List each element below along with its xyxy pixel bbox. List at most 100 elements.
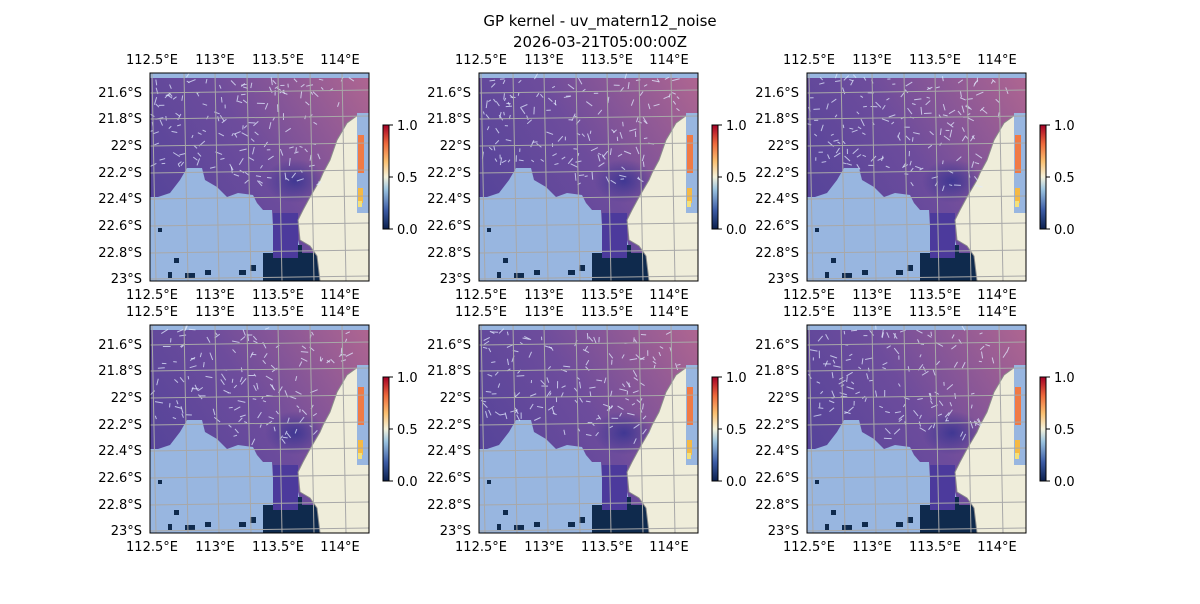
high-noise-patch (568, 270, 575, 275)
vector-arrow (592, 172, 593, 180)
lon-tick-label: 114°E (320, 288, 360, 303)
lat-tick-label: 21.6°S (755, 86, 799, 101)
colorbar-tick-label: 0.5 (1054, 423, 1075, 438)
high-noise-patch (205, 270, 211, 275)
coastal-mid-values (358, 188, 363, 203)
map-panel: 112.5°E112.5°E113°E113°E113.5°E113.5°E11… (427, 53, 746, 303)
high-noise-patch (503, 258, 508, 263)
lat-tick-label: 21.8°S (755, 112, 799, 127)
high-noise-patch (534, 270, 540, 275)
coastal-mid-values (358, 201, 362, 207)
vector-arrow (590, 131, 591, 134)
vector-arrow (283, 437, 288, 438)
coastal-high-values (687, 387, 693, 425)
high-noise-patch (158, 228, 162, 232)
lon-tick-label: 112.5°E (455, 540, 507, 555)
lat-tick-label: 23°S (768, 272, 799, 287)
lat-tick-label: 22.6°S (755, 471, 799, 486)
lon-tick-label: 113°E (195, 53, 235, 68)
lat-tick-label: 22°S (440, 391, 471, 406)
high-noise-patch (168, 272, 172, 278)
lat-tick-label: 22.6°S (755, 219, 799, 234)
lat-tick-label: 22.8°S (755, 246, 799, 261)
colorbar-tick-label: 0.5 (726, 423, 747, 438)
vector-arrow (912, 137, 913, 141)
colorbar-tick-label: 0.5 (397, 423, 418, 438)
lat-tick-label: 21.6°S (427, 338, 471, 353)
lat-tick-label: 22°S (440, 139, 471, 154)
masked-strip (479, 325, 698, 330)
coastal-mid-values (1015, 453, 1019, 459)
colorbar-tick-label: 1.0 (1054, 119, 1075, 134)
colorbar: 0.00.51.0 (712, 119, 747, 238)
lat-tick-label: 23°S (440, 272, 471, 287)
lon-tick-label: 113°E (195, 288, 235, 303)
colorbar-gradient (383, 377, 389, 481)
lat-tick-label: 22.4°S (98, 192, 142, 207)
lat-tick-label: 22.6°S (98, 471, 142, 486)
high-noise-patch (185, 525, 195, 530)
colorbar-tick-label: 0.5 (397, 171, 418, 186)
high-noise-patch (534, 522, 540, 527)
vector-arrow (518, 93, 519, 96)
lon-tick-label: 112.5°E (783, 540, 835, 555)
high-noise-patch (831, 258, 836, 263)
lat-tick-label: 22.6°S (427, 471, 471, 486)
vector-arrow (643, 161, 644, 167)
colorbar: 0.00.51.0 (383, 371, 418, 490)
lat-tick-label: 22.4°S (427, 444, 471, 459)
high-noise-patch (568, 522, 575, 527)
colorbar-gradient (1040, 377, 1046, 481)
vector-arrow (189, 329, 196, 330)
vector-arrow (587, 333, 588, 339)
lat-tick-label: 21.8°S (427, 364, 471, 379)
lat-tick-label: 22.2°S (427, 166, 471, 181)
vector-arrow (843, 125, 844, 128)
coastal-mid-values (1015, 440, 1020, 455)
lon-tick-label: 113.5°E (252, 540, 304, 555)
vector-arrow (232, 379, 233, 383)
coastal-mid-values (687, 201, 691, 207)
high-noise-patch (831, 510, 836, 515)
vector-arrow (579, 175, 584, 176)
lon-tick-label: 113°E (852, 540, 892, 555)
colorbar-gradient (712, 377, 718, 481)
high-noise-patch (815, 228, 819, 232)
colorbar-tick-label: 1.0 (1054, 371, 1075, 386)
lat-tick-label: 23°S (440, 524, 471, 539)
lat-tick-label: 22°S (768, 139, 799, 154)
lon-tick-label: 114°E (649, 540, 689, 555)
vector-arrow (844, 331, 845, 334)
lat-tick-label: 22.2°S (98, 166, 142, 181)
high-noise-patch (239, 522, 246, 527)
colorbar: 0.00.51.0 (712, 371, 747, 490)
lon-tick-label: 112.5°E (783, 305, 835, 320)
lat-tick-label: 22.6°S (98, 219, 142, 234)
lat-tick-label: 21.6°S (427, 86, 471, 101)
lat-tick-label: 21.6°S (755, 338, 799, 353)
masked-strip (807, 325, 1026, 330)
vector-arrow (490, 80, 496, 81)
high-noise-patch (825, 272, 829, 278)
lon-tick-label: 112.5°E (455, 288, 507, 303)
map-field (807, 324, 1026, 533)
vector-arrow (818, 408, 823, 409)
lon-tick-label: 112.5°E (126, 540, 178, 555)
coastal-mid-values (687, 440, 692, 455)
lon-tick-label: 112.5°E (455, 53, 507, 68)
high-noise-patch (497, 524, 501, 530)
coastal-mid-values (358, 440, 363, 455)
lat-tick-label: 22.8°S (427, 246, 471, 261)
high-noise-patch (168, 524, 172, 530)
vector-arrow (491, 362, 495, 363)
high-noise-patch (487, 480, 491, 484)
vector-arrow (979, 361, 982, 362)
map-panel: 112.5°E112.5°E113°E113°E113.5°E113.5°E11… (98, 53, 417, 303)
colorbar: 0.00.51.0 (1040, 119, 1075, 238)
colorbar: 0.00.51.0 (383, 119, 418, 238)
lat-tick-label: 21.8°S (98, 112, 142, 127)
high-noise-patch (815, 480, 819, 484)
map-panel: 112.5°E112.5°E113°E113°E113.5°E113.5°E11… (755, 305, 1074, 555)
lon-tick-label: 114°E (977, 288, 1017, 303)
vector-arrow (296, 147, 297, 152)
